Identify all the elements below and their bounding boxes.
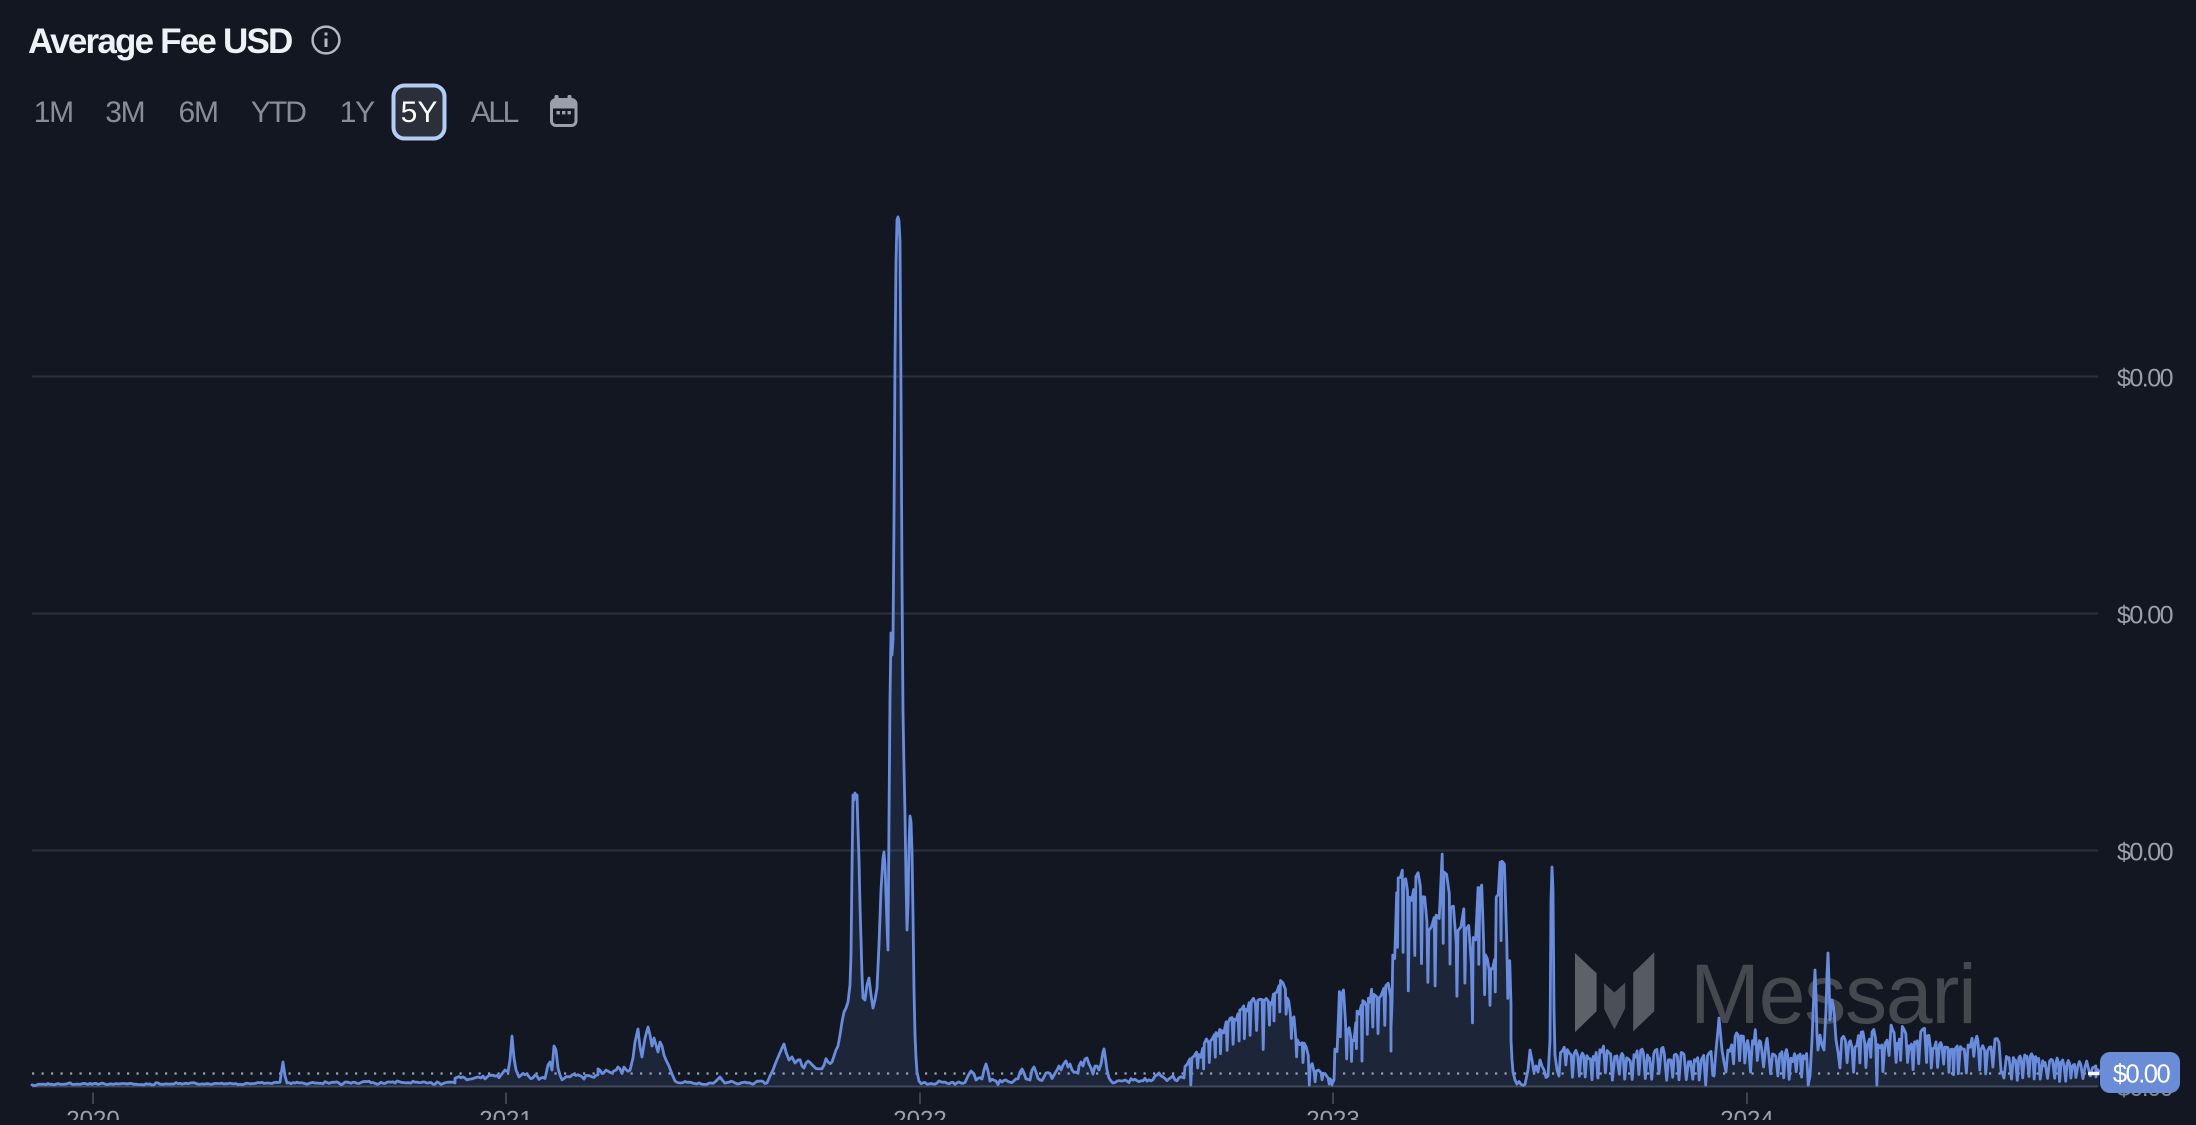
svg-text:Messari: Messari	[1690, 947, 1976, 1041]
svg-text:1Y: 1Y	[340, 96, 375, 129]
svg-text:6M: 6M	[179, 96, 218, 129]
svg-text:$0.00: $0.00	[2117, 839, 2173, 867]
svg-text:$0.00: $0.00	[2117, 602, 2173, 630]
svg-text:$0.00: $0.00	[2113, 1061, 2171, 1089]
svg-text:Average Fee USD: Average Fee USD	[28, 22, 292, 61]
svg-text:ALL: ALL	[471, 96, 519, 129]
svg-text:YTD: YTD	[251, 96, 306, 129]
svg-text:$0.00: $0.00	[2117, 365, 2173, 393]
svg-text:5Y: 5Y	[401, 96, 438, 129]
svg-text:3M: 3M	[105, 96, 144, 129]
svg-text:2024: 2024	[1720, 1107, 1773, 1121]
svg-text:2022: 2022	[893, 1107, 946, 1121]
svg-text:2020: 2020	[66, 1107, 119, 1121]
svg-text:2021: 2021	[479, 1107, 532, 1121]
svg-text:1M: 1M	[34, 96, 73, 129]
svg-text:2023: 2023	[1306, 1107, 1359, 1121]
